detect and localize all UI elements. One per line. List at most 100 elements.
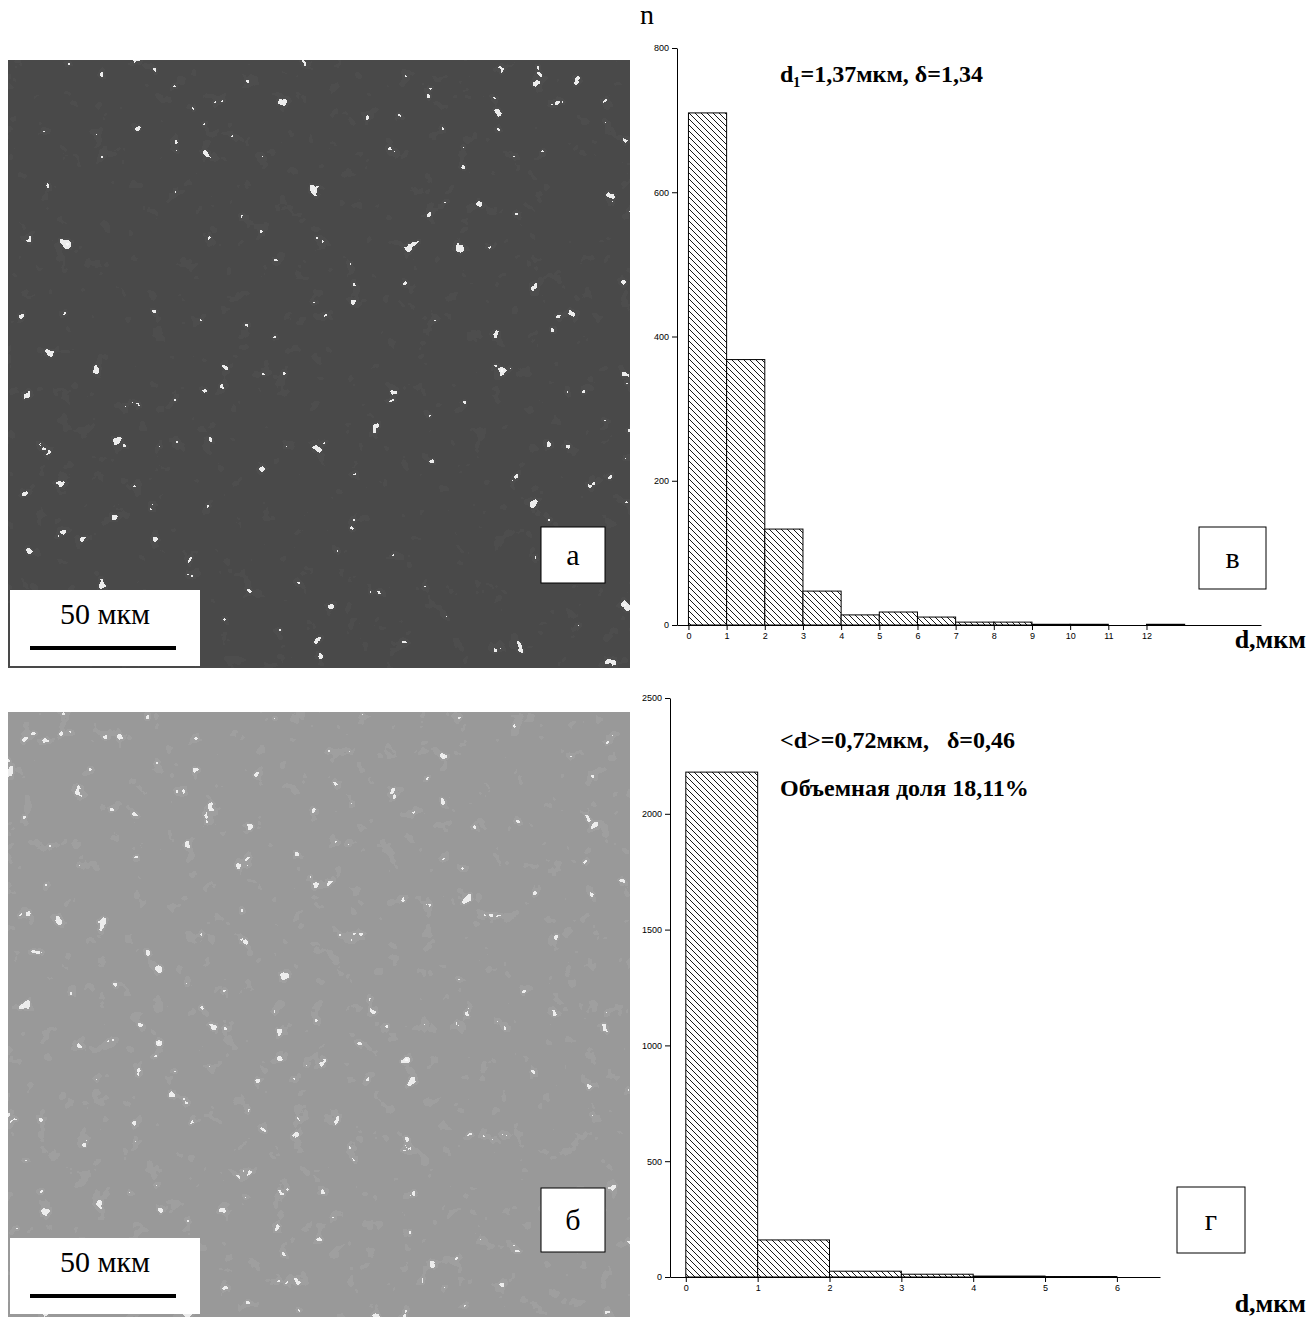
histogram: 01234567891011120200400600800nd,мкмd₁=1,… bbox=[640, 0, 1306, 654]
micrograph: 50 мкма bbox=[8, 60, 630, 668]
bar bbox=[1108, 625, 1146, 626]
y-tick-mark bbox=[672, 481, 677, 482]
bar bbox=[841, 615, 879, 625]
x-tick-label: 0 bbox=[684, 1283, 689, 1293]
histogram: 012345605001000150020002500d,мкм<d>=0,72… bbox=[642, 693, 1306, 1318]
panel-label-box bbox=[1199, 527, 1266, 589]
x-tick-mark bbox=[973, 1277, 974, 1282]
bar bbox=[758, 1240, 830, 1277]
x-tick-mark bbox=[1117, 1277, 1118, 1282]
x-tick-mark bbox=[688, 625, 689, 630]
y-tick-label: 400 bbox=[654, 332, 669, 342]
bars bbox=[686, 772, 1117, 1277]
bar bbox=[688, 113, 726, 625]
x-tick-label: 10 bbox=[1066, 631, 1076, 641]
annotation: <d>=0,72мкм, δ=0,46 bbox=[780, 727, 1015, 753]
x-tick-label: 8 bbox=[992, 631, 997, 641]
x-tick-label: 7 bbox=[954, 631, 959, 641]
x-tick: 11 bbox=[1104, 625, 1113, 641]
y-tick: 800 bbox=[654, 43, 677, 53]
bar bbox=[917, 617, 955, 625]
scale-bar-box bbox=[10, 1238, 200, 1314]
x-tick-mark bbox=[1070, 625, 1071, 630]
scale-bar-box bbox=[10, 590, 200, 666]
y-tick-mark bbox=[672, 337, 677, 338]
y-tick-label: 0 bbox=[664, 620, 669, 630]
x-tick: 9 bbox=[1030, 625, 1035, 641]
x-tick: 5 bbox=[1043, 1277, 1048, 1293]
panel-label: б bbox=[565, 1203, 580, 1236]
panel-label-box bbox=[1177, 1187, 1245, 1253]
y-tick-mark bbox=[672, 192, 677, 193]
bar bbox=[956, 622, 994, 625]
y-tick-label: 2000 bbox=[642, 809, 662, 819]
y-tick: 400 bbox=[654, 332, 677, 342]
x-tick: 1 bbox=[756, 1277, 761, 1293]
y-tick-mark bbox=[672, 48, 677, 49]
y-tick-mark bbox=[665, 1277, 670, 1278]
y-tick-label: 1500 bbox=[642, 925, 662, 935]
scale-bar-label: 50 мкм bbox=[60, 597, 150, 630]
x-tick: 0 bbox=[684, 1277, 689, 1293]
x-tick-label: 4 bbox=[971, 1283, 976, 1293]
x-tick: 7 bbox=[954, 625, 959, 641]
y-tick-label: 0 bbox=[657, 1272, 662, 1282]
x-tick: 1 bbox=[725, 625, 730, 641]
x-tick-mark bbox=[686, 1277, 687, 1282]
annotation: Объемная доля 18,11% bbox=[780, 775, 1029, 801]
x-tick-label: 11 bbox=[1104, 631, 1113, 641]
x-tick-mark bbox=[841, 625, 842, 630]
y-tick-mark bbox=[665, 698, 670, 699]
x-axis: 0123456789101112 bbox=[678, 625, 1262, 641]
scale-bar bbox=[30, 646, 176, 650]
y-tick: 500 bbox=[647, 1157, 670, 1167]
y-axis-title: n bbox=[640, 0, 654, 30]
x-tick-mark bbox=[727, 625, 728, 630]
y-tick-mark bbox=[672, 625, 677, 626]
x-tick: 5 bbox=[877, 625, 882, 641]
x-tick-label: 6 bbox=[1115, 1283, 1120, 1293]
y-tick: 2000 bbox=[642, 809, 670, 819]
x-tick-label: 3 bbox=[801, 631, 806, 641]
bar bbox=[803, 591, 841, 625]
x-tick-mark bbox=[956, 625, 957, 630]
bar bbox=[994, 622, 1032, 625]
figure: 50 мкма50 мкмб01234567891011120200400600… bbox=[0, 0, 1310, 1325]
panel-label: г bbox=[1205, 1203, 1217, 1236]
y-axis-line bbox=[670, 699, 671, 1278]
annotation: d₁=1,37мкм, δ=1,34 bbox=[780, 61, 983, 87]
y-tick-label: 200 bbox=[654, 476, 669, 486]
x-tick-label: 2 bbox=[763, 631, 768, 641]
y-tick-mark bbox=[665, 930, 670, 931]
y-tick-label: 800 bbox=[654, 43, 669, 53]
bars bbox=[688, 113, 1184, 625]
micrograph-image bbox=[8, 60, 630, 668]
x-tick: 4 bbox=[971, 1277, 976, 1293]
x-tick-mark bbox=[758, 1277, 759, 1282]
y-tick-label: 600 bbox=[654, 188, 669, 198]
x-tick-mark bbox=[1032, 625, 1033, 630]
x-tick-label: 1 bbox=[756, 1283, 761, 1293]
bar bbox=[1146, 624, 1184, 625]
bar bbox=[879, 612, 917, 625]
y-tick-mark bbox=[665, 1161, 670, 1162]
x-tick: 3 bbox=[899, 1277, 904, 1293]
y-tick-mark bbox=[665, 814, 670, 815]
y-tick-mark bbox=[665, 1045, 670, 1046]
x-axis-title: d,мкм bbox=[1235, 625, 1306, 654]
y-tick: 600 bbox=[654, 188, 677, 198]
x-tick: 6 bbox=[1115, 1277, 1120, 1293]
y-axis: 0 500 1000 1500 2000 2500 bbox=[642, 693, 671, 1282]
y-tick-label: 2500 bbox=[642, 693, 662, 703]
y-tick: 1000 bbox=[642, 1041, 670, 1051]
bar bbox=[1070, 624, 1108, 625]
micrograph: 50 мкм б bbox=[8, 712, 630, 1317]
x-tick-label: 5 bbox=[877, 631, 882, 641]
x-tick-label: 1 bbox=[725, 631, 730, 641]
bar bbox=[686, 772, 758, 1277]
scale-bar-label: 50 мкм bbox=[60, 1245, 150, 1278]
panel-label-box bbox=[541, 1188, 605, 1252]
bar bbox=[973, 1276, 1045, 1277]
x-tick: 2 bbox=[763, 625, 768, 641]
x-tick: 12 bbox=[1142, 625, 1152, 641]
